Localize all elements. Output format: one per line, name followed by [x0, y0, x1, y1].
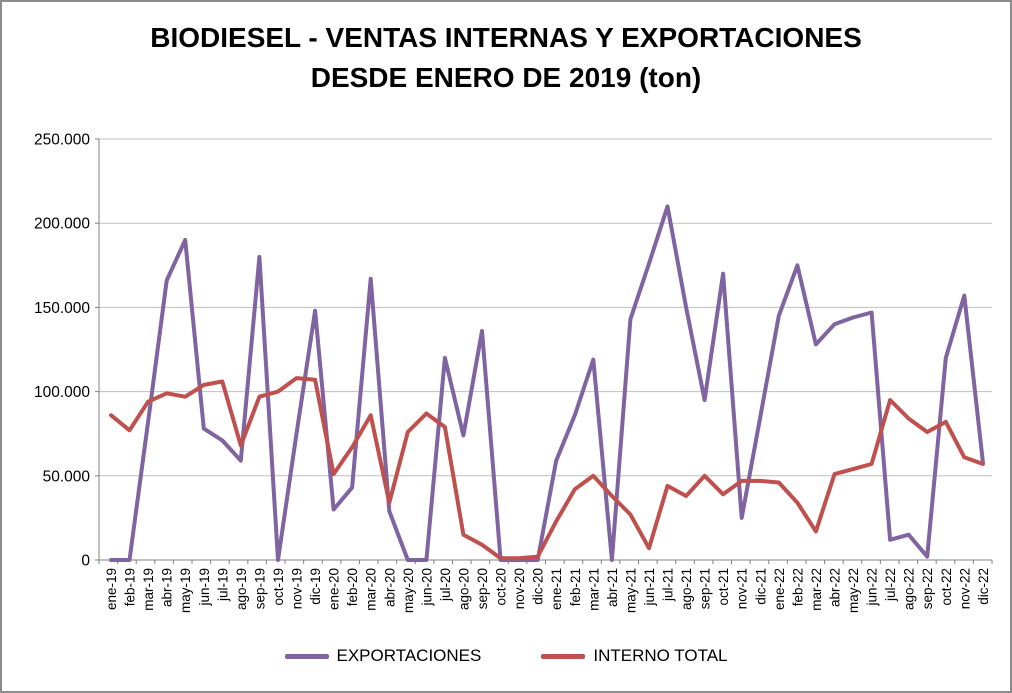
x-axis-label: sep-19 — [252, 568, 267, 609]
exportaciones-line-swatch — [284, 653, 329, 659]
x-axis-label: may-22 — [846, 568, 861, 613]
y-axis-tick-label: 150.000 — [34, 300, 90, 317]
legend-label-exportaciones: EXPORTACIONES — [336, 646, 482, 665]
x-axis-label: mar-20 — [364, 568, 379, 611]
x-axis-label: oct-21 — [716, 568, 731, 606]
chart-title-line1: BIODIESEL - VENTAS INTERNAS Y EXPORTACIO… — [150, 22, 862, 53]
x-axis-label: ene-22 — [772, 568, 787, 610]
x-axis-label: jul-21 — [661, 568, 676, 602]
x-axis-label: ene-21 — [549, 568, 564, 610]
x-axis-label: ago-20 — [456, 568, 471, 610]
x-axis-label: dic-20 — [531, 568, 546, 605]
y-axis-tick-label: 200.000 — [34, 216, 90, 233]
x-axis-label: nov-20 — [512, 568, 527, 609]
x-axis-label: feb-20 — [345, 568, 360, 606]
x-axis-label: sep-21 — [698, 568, 713, 609]
x-axis-label: may-19 — [178, 568, 193, 613]
x-axis-label: feb-19 — [123, 568, 138, 606]
x-axis-label: jul-19 — [215, 568, 230, 602]
y-axis-tick-label: 0 — [81, 553, 90, 570]
series-line-exportaciones[interactable] — [109, 204, 985, 562]
x-axis-label: jul-22 — [883, 568, 898, 602]
x-axis-label: abr-19 — [160, 568, 175, 607]
x-axis-label: abr-22 — [827, 568, 842, 607]
plot-area: 0 50.000 100.000 150.000 200.000 250.000 ene-1… — [34, 132, 993, 613]
legend-label-interno-total: INTERNO TOTAL — [593, 646, 728, 665]
x-axis-label: ago-19 — [234, 568, 249, 610]
x-axis-label: mar-21 — [586, 568, 601, 611]
x-axis-label: nov-22 — [957, 568, 972, 609]
y-axis-tick-label: 50.000 — [43, 468, 91, 485]
x-axis-label: oct-20 — [494, 568, 509, 606]
x-axis-label: oct-22 — [939, 568, 954, 606]
y-axis-tick-label: 250.000 — [34, 132, 90, 149]
x-axis-label: nov-21 — [735, 568, 750, 609]
interno-total-line-swatch — [541, 653, 586, 659]
x-axis-label: may-20 — [401, 568, 416, 613]
series-line-interno-total[interactable] — [109, 376, 985, 561]
x-axis-label: abr-21 — [605, 568, 620, 607]
chart-title: BIODIESEL - VENTAS INTERNAS Y EXPORTACIO… — [2, 18, 1010, 98]
x-axis-label: mar-22 — [809, 568, 824, 611]
legend-item-interno-total[interactable]: INTERNO TOTAL — [541, 646, 728, 666]
x-axis-label: mar-19 — [141, 568, 156, 611]
legend-item-exportaciones[interactable]: EXPORTACIONES — [284, 646, 482, 666]
x-axis-label: jun-20 — [419, 568, 434, 607]
x-axis-label: sep-20 — [475, 568, 490, 609]
x-axis-label: jun-21 — [642, 568, 657, 607]
x-axis-label: jun-22 — [865, 568, 880, 607]
legend: EXPORTACIONES INTERNO TOTAL — [2, 646, 1010, 666]
x-axis-label: jun-19 — [197, 568, 212, 607]
x-axis-label: ene-19 — [104, 568, 119, 610]
x-axis-label: dic-19 — [308, 568, 323, 605]
x-axis-label: feb-22 — [790, 568, 805, 606]
x-axis-label: ago-21 — [679, 568, 694, 610]
x-axis-label: feb-21 — [568, 568, 583, 606]
x-axis-label: nov-19 — [290, 568, 305, 609]
x-axis-label: may-21 — [623, 568, 638, 613]
x-axis-label: dic-21 — [753, 568, 768, 605]
x-axis-label: jul-20 — [438, 568, 453, 602]
x-axis-label: dic-22 — [976, 568, 991, 605]
x-axis-label: ago-22 — [902, 568, 917, 610]
x-axis-label: sep-22 — [920, 568, 935, 609]
y-axis-tick-label: 100.000 — [34, 384, 90, 401]
x-axis-label: oct-19 — [271, 568, 286, 606]
x-axis-label: ene-20 — [327, 568, 342, 610]
x-axis-label: abr-20 — [382, 568, 397, 607]
chart-title-line2: DESDE ENERO DE 2019 (ton) — [310, 62, 702, 93]
